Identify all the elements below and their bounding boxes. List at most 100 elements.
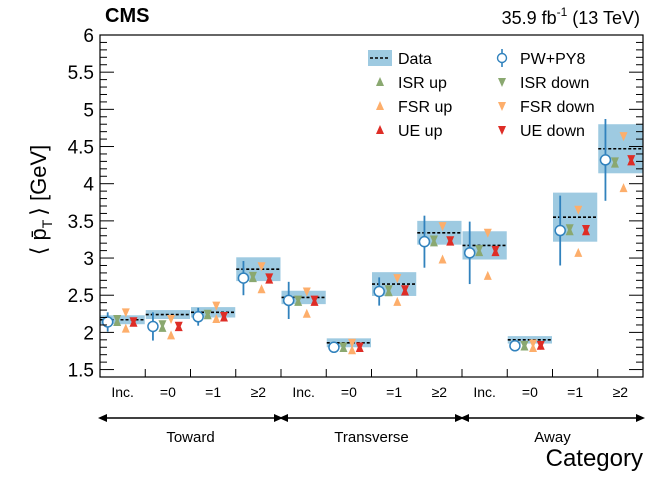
- legend-entry-isr-down: ISR down: [498, 75, 589, 92]
- y-tick-label: 2: [83, 323, 94, 344]
- ue-down-marker: [174, 321, 183, 331]
- ue-down-marker: [491, 245, 500, 255]
- isr-down-marker: [520, 341, 529, 351]
- fsr-down-marker: [348, 338, 357, 348]
- x-category-label: ≥2: [432, 384, 448, 400]
- isr-down-marker: [294, 295, 303, 305]
- legend-entry-pwpy8: PW+PY8: [496, 49, 585, 68]
- legend-entry-fsr-down: FSR down: [498, 99, 595, 116]
- ue-down-marker: [400, 285, 409, 295]
- isr-down-marker: [610, 157, 619, 167]
- pwpy8-point: [373, 285, 385, 298]
- y-tick-label: 4.5: [68, 138, 94, 159]
- group-arrowhead-right: [274, 414, 283, 422]
- x-axis-label: Category: [546, 445, 643, 472]
- group-label: Away: [534, 429, 571, 446]
- x-category-label: ≥2: [251, 384, 267, 400]
- fsr-down-marker: [257, 262, 266, 272]
- fsr-down-marker: [212, 301, 221, 311]
- legend-entry-fsr-up: FSR up: [376, 99, 452, 116]
- x-category-label: =1: [205, 384, 221, 400]
- fsr-up-marker: [483, 270, 492, 280]
- group-arrowhead-left: [279, 414, 288, 422]
- ue-down-marker: [446, 236, 455, 246]
- ue-down-marker: [627, 155, 636, 165]
- legend-label: FSR up: [398, 99, 452, 116]
- ue-down-marker: [536, 341, 545, 351]
- isr-down-marker: [429, 235, 438, 245]
- pwpy8-point: [328, 341, 340, 354]
- isr-down-marker: [475, 245, 484, 255]
- pwpy8-point: [599, 154, 612, 166]
- x-category-label: ≥2: [613, 384, 629, 400]
- legend-pwpy8-marker: [496, 52, 508, 64]
- y-tick-label: 5: [83, 100, 94, 121]
- group-arrowhead-right: [636, 414, 645, 422]
- pwpy8-point: [463, 247, 476, 259]
- group-label: Toward: [166, 429, 214, 446]
- chart-title: CMS: [105, 5, 149, 27]
- ue-down-marker: [265, 273, 274, 283]
- lumi-label: 35.9 fb-1 (13 TeV): [502, 5, 640, 28]
- fsr-up-marker: [393, 296, 402, 306]
- isr-down-marker: [339, 342, 348, 352]
- legend-isr-up-marker: [376, 77, 384, 86]
- y-tick-label: 6: [83, 26, 94, 47]
- legend-fsr-down-marker: [498, 102, 506, 111]
- fsr-down-marker: [438, 222, 447, 232]
- isr-down-marker: [565, 224, 574, 234]
- legend-fsr-up-marker: [376, 101, 384, 110]
- fsr-up-marker: [257, 284, 266, 294]
- fsr-down-marker: [529, 339, 538, 349]
- x-category-label: =1: [386, 384, 402, 400]
- fsr-up-marker: [302, 308, 311, 318]
- pwpy8-point: [418, 235, 431, 248]
- y-tick-label: 2.5: [68, 286, 94, 307]
- svg-text:⟨ p̄T⟩ [GeV]: ⟨ p̄T ⟩ [GeV]: [26, 145, 55, 255]
- legend-label: PW+PY8: [520, 51, 585, 68]
- pwpy8-point: [101, 316, 114, 328]
- legend-entry-data: Data: [368, 50, 432, 68]
- pwpy8-point: [509, 340, 521, 352]
- x-category-label: =1: [567, 384, 583, 400]
- x-category-label: Inc.: [473, 384, 496, 400]
- pwpy8-point: [237, 272, 250, 284]
- isr-down-marker: [113, 315, 122, 325]
- y-tick-label: 4: [83, 175, 94, 196]
- legend-ue-up-marker: [376, 125, 384, 134]
- x-category-label: Inc.: [292, 384, 315, 400]
- y-tick-label: 3: [83, 249, 94, 270]
- fsr-down-marker: [483, 228, 492, 238]
- legend-label: UE up: [398, 123, 443, 140]
- legend-ue-down-marker: [498, 126, 506, 135]
- y-axis-label-left: ⟨ p̄: [26, 228, 51, 255]
- y-tick-label: 5.5: [68, 63, 94, 84]
- group-label: Transverse: [334, 429, 408, 446]
- lumi-exponent: -1: [557, 5, 568, 19]
- group-arrowhead-left: [98, 414, 107, 422]
- isr-down-marker: [384, 285, 393, 295]
- group-arrowhead-left: [460, 414, 469, 422]
- fsr-down-marker: [574, 205, 583, 215]
- ue-down-marker: [355, 342, 364, 352]
- group-arrowhead-right: [455, 414, 464, 422]
- fsr-up-marker: [121, 323, 130, 333]
- pwpy8-point: [147, 320, 159, 333]
- isr-down-marker: [158, 320, 167, 330]
- y-tick-label: 3.5: [68, 212, 94, 233]
- fsr-down-marker: [167, 315, 176, 325]
- fsr-down-marker: [302, 287, 311, 297]
- legend-label: UE down: [520, 123, 585, 140]
- x-category-label: =0: [160, 384, 176, 400]
- isr-down-marker: [203, 309, 212, 319]
- legend-entry-isr-up: ISR up: [376, 75, 447, 92]
- legend-isr-down-marker: [498, 78, 506, 87]
- ue-down-marker: [219, 312, 228, 322]
- x-category-label: =0: [522, 384, 538, 400]
- x-category-label: Inc.: [111, 384, 134, 400]
- y-axis-label: ⟨ p̄T ⟩ [GeV]: [26, 145, 55, 255]
- fsr-up-marker: [167, 330, 176, 340]
- ue-down-marker: [581, 225, 590, 235]
- ue-down-marker: [129, 317, 138, 327]
